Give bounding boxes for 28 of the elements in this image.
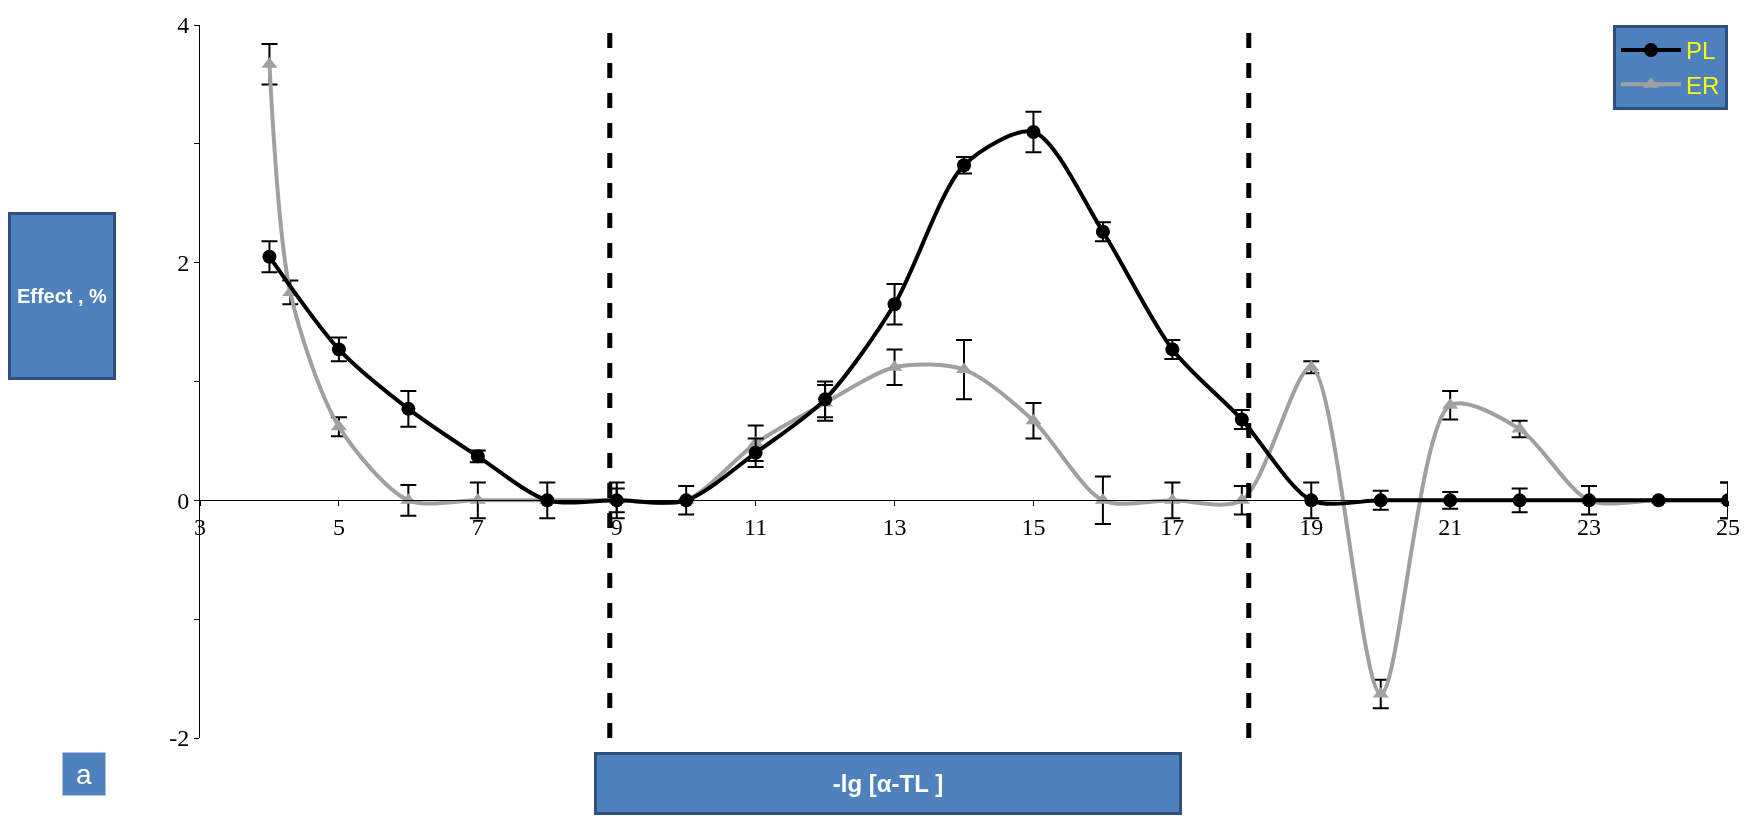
x-tick-label: 9 (610, 514, 623, 541)
legend-label: ER (1686, 71, 1720, 99)
point (262, 249, 277, 264)
x-tick-label: 21 (1438, 514, 1463, 541)
x-tick-label: 17 (1160, 514, 1185, 541)
x-tick-label: 13 (882, 514, 907, 541)
x-tick-label: 5 (332, 514, 345, 541)
point (1026, 124, 1041, 139)
x-axis-title: -lg [α-TL ] (832, 770, 944, 797)
x-tick-label: 19 (1299, 514, 1324, 541)
text: a (76, 758, 92, 790)
x-tick-label: 23 (1577, 514, 1602, 541)
point (1025, 413, 1042, 425)
y-tick-label: -2 (169, 725, 190, 752)
y-tick-label: 4 (177, 12, 190, 39)
legend-label: PL (1686, 37, 1716, 65)
point (401, 401, 416, 416)
y-tick-label: 2 (177, 250, 190, 277)
y-axis-title: Effect , % (16, 285, 108, 307)
x-tick-label: 11 (744, 514, 768, 541)
y-tick-label: 0 (177, 487, 190, 514)
point (330, 419, 347, 431)
x-tick-label: 25 (1716, 514, 1740, 541)
point (331, 342, 346, 357)
x-tick-label: 15 (1021, 514, 1046, 541)
point (748, 445, 763, 460)
point (887, 297, 902, 312)
x-tick-label: 7 (471, 514, 484, 541)
